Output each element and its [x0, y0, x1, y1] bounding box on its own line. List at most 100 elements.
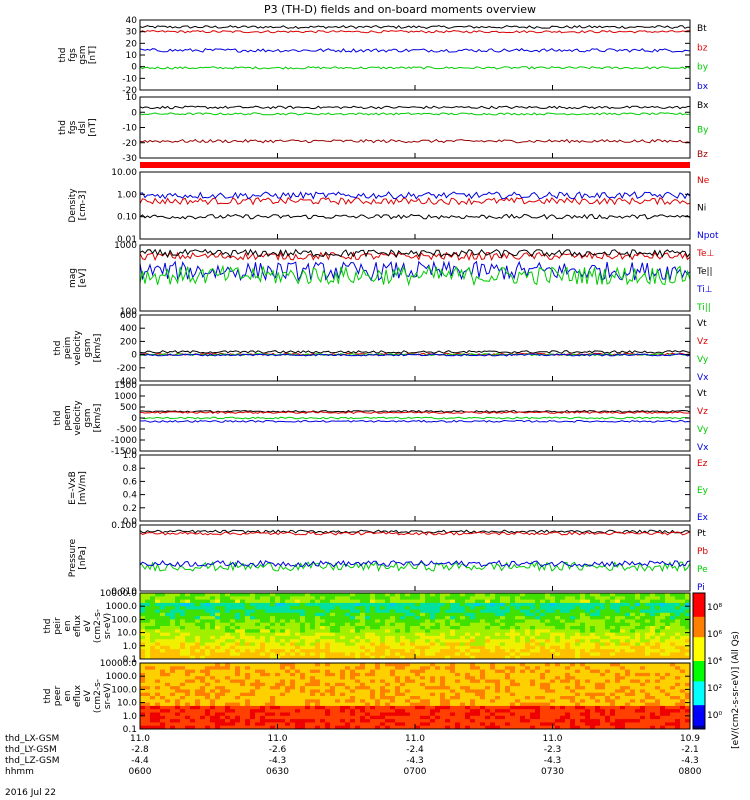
spectrogram-cell — [195, 666, 201, 671]
spectrogram-cell — [300, 686, 306, 690]
spectrogram-cell — [310, 715, 316, 720]
spectrogram-cell — [205, 669, 211, 674]
spectrogram-cell — [490, 715, 496, 720]
spectrogram-cell — [295, 725, 301, 730]
spectrogram-cell — [625, 639, 631, 643]
spectrogram-cell — [210, 672, 216, 677]
spectrogram-cell — [685, 715, 691, 720]
x-tick-label: -2.1 — [681, 745, 699, 755]
spectrogram-cell — [210, 632, 216, 637]
spectrogram-cell — [580, 696, 586, 700]
spectrogram-cell — [525, 663, 531, 667]
spectrogram-cell — [660, 696, 666, 700]
spectrogram-cell — [485, 719, 491, 723]
spectrogram-cell — [600, 719, 606, 723]
spectrogram-cell — [540, 645, 546, 650]
spectrogram-cell — [570, 682, 576, 687]
spectrogram-cell — [320, 619, 326, 624]
spectrogram-cell — [395, 666, 401, 671]
spectrogram-cell — [195, 655, 201, 660]
spectrogram-cell — [550, 626, 556, 630]
spectrogram-cell — [300, 639, 306, 643]
spectrogram-cell — [465, 709, 471, 713]
spectrogram-cell — [630, 622, 636, 627]
spectrogram-cell — [315, 612, 321, 617]
spectrogram-cell — [560, 719, 566, 723]
spectrogram-cell — [315, 715, 321, 720]
spectrogram-cell — [485, 692, 491, 697]
spectrogram-cell — [215, 655, 221, 660]
spectrogram-cell — [665, 705, 671, 710]
spectrogram-cell — [610, 609, 616, 614]
spectrogram-cell — [250, 639, 256, 643]
spectrogram-cell — [435, 669, 441, 674]
spectrogram-cell — [340, 722, 346, 727]
spectrogram-cell — [185, 725, 191, 730]
spectrogram-cell — [265, 602, 271, 607]
spectrogram-cell — [585, 669, 591, 674]
spectrogram-cell — [600, 725, 606, 730]
spectrogram-cell — [685, 649, 691, 653]
spectrogram-cell — [630, 725, 636, 730]
spectrogram-cell — [180, 676, 186, 680]
spectrogram-cell — [410, 629, 416, 634]
spectrogram-cell — [435, 672, 441, 677]
spectrogram-cell — [210, 666, 216, 671]
spectrogram-cell — [280, 692, 286, 697]
spectrogram-cell — [535, 609, 541, 614]
spectrogram-cell — [350, 599, 356, 604]
spectrogram-cell — [255, 652, 261, 657]
spectrogram-cell — [315, 609, 321, 614]
colorbar-segment — [693, 620, 705, 625]
spectrogram-cell — [675, 722, 681, 727]
spectrogram-cell — [145, 639, 151, 643]
spectrogram-cell — [580, 722, 586, 727]
spectrogram-cell — [670, 622, 676, 627]
spectrogram-cell — [210, 609, 216, 614]
spectrogram-cell — [140, 702, 146, 707]
spectrogram-cell — [445, 616, 451, 620]
spectrogram-cell — [185, 606, 191, 610]
spectrogram-cell — [330, 609, 336, 614]
spectrogram-cell — [350, 692, 356, 697]
spectrogram-cell — [255, 593, 261, 597]
spectrogram-cell — [420, 692, 426, 697]
spectrogram-cell — [645, 682, 651, 687]
spectrogram-cell — [185, 602, 191, 607]
spectrogram-cell — [540, 612, 546, 617]
spectrogram-cell — [245, 709, 251, 713]
spectrogram-cell — [315, 649, 321, 653]
spectrogram-cell — [655, 642, 661, 647]
spectrogram-cell — [470, 672, 476, 677]
spectrogram-cell — [510, 645, 516, 650]
spectrogram-cell — [155, 632, 161, 637]
spectrogram-cell — [395, 663, 401, 667]
spectrogram-cell — [685, 609, 691, 614]
spectrogram-cell — [160, 612, 166, 617]
spectrogram-cell — [275, 649, 281, 653]
spectrogram-cell — [495, 599, 501, 604]
y-axis-label: eflux — [73, 684, 83, 707]
spectrogram-cell — [380, 593, 386, 597]
spectrogram-cell — [405, 649, 411, 653]
spectrogram-cell — [435, 602, 441, 607]
spectrogram-cell — [460, 692, 466, 697]
spectrogram-cell — [360, 699, 366, 704]
spectrogram-cell — [640, 635, 646, 640]
spectrogram-cell — [280, 609, 286, 614]
spectrogram-cell — [370, 719, 376, 723]
spectrogram-cell — [395, 609, 401, 614]
spectrogram-cell — [170, 626, 176, 630]
spectrogram-cell — [445, 655, 451, 660]
spectrogram-cell — [560, 715, 566, 720]
spectrogram-cell — [165, 616, 171, 620]
spectrogram-cell — [565, 676, 571, 680]
spectrogram-cell — [280, 709, 286, 713]
spectrogram-cell — [155, 689, 161, 694]
y-axis-label: Density — [68, 188, 78, 223]
spectrogram-cell — [345, 709, 351, 713]
spectrogram-cell — [240, 663, 246, 667]
spectrogram-cell — [215, 599, 221, 604]
spectrogram-cell — [290, 619, 296, 624]
spectrogram-cell — [555, 599, 561, 604]
